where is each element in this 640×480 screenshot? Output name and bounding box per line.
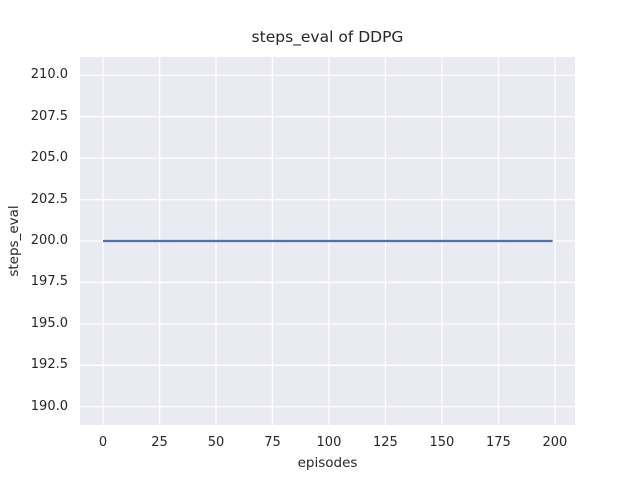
y-tick-label: 202.5 xyxy=(30,191,68,207)
x-tick-label: 125 xyxy=(373,435,398,450)
x-tick-label: 0 xyxy=(98,435,108,450)
x-tick-label: 175 xyxy=(485,435,511,450)
y-tick-label: 190.0 xyxy=(30,398,68,414)
x-tick-label: 100 xyxy=(316,435,342,450)
x-tick-label: 50 xyxy=(207,435,225,450)
plot-area xyxy=(80,57,575,425)
y-tick-label: 197.5 xyxy=(30,274,68,290)
chart-title: steps_eval of DDPG xyxy=(251,28,404,46)
y-tick-label: 210.0 xyxy=(30,67,68,83)
plot-canvas xyxy=(80,57,575,425)
x-tick-label: 150 xyxy=(429,435,455,450)
x-axis-label: episodes xyxy=(297,455,358,471)
y-tick-label: 200.0 xyxy=(30,233,68,248)
x-tick-label: 75 xyxy=(264,435,281,450)
x-tick-label: 200 xyxy=(542,435,568,450)
y-tick-label: 192.5 xyxy=(30,357,68,373)
y-tick-label: 195.0 xyxy=(30,315,68,331)
y-tick-label: 207.5 xyxy=(30,108,68,124)
x-tick-label: 25 xyxy=(151,435,168,450)
y-tick-label: 205.0 xyxy=(30,150,68,166)
